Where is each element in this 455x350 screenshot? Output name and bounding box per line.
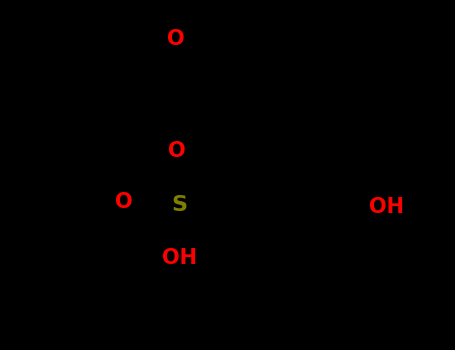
- Text: O: O: [168, 141, 186, 161]
- Text: O: O: [115, 193, 132, 212]
- Text: OH: OH: [162, 247, 197, 267]
- Text: O: O: [167, 29, 184, 49]
- Text: S: S: [172, 195, 188, 215]
- Text: OH: OH: [369, 197, 404, 217]
